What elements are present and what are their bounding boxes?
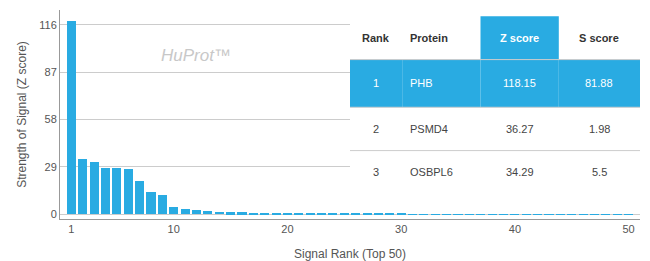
svg-text:Z score: Z score	[500, 32, 539, 44]
svg-text:Protein: Protein	[410, 32, 448, 44]
svg-text:36.27: 36.27	[506, 123, 534, 135]
svg-text:81.88: 81.88	[585, 77, 613, 89]
svg-text:5.5: 5.5	[592, 166, 607, 178]
svg-text:118.15: 118.15	[503, 77, 536, 89]
svg-text:10: 10	[168, 223, 180, 235]
svg-text:Strength of Signal (Z score): Strength of Signal (Z score)	[15, 41, 29, 188]
svg-text:PSMD4: PSMD4	[410, 123, 448, 135]
svg-text:50: 50	[623, 223, 635, 235]
svg-text:34.29: 34.29	[506, 166, 534, 178]
svg-text:1: 1	[373, 77, 379, 89]
svg-text:OSBPL6: OSBPL6	[410, 166, 453, 178]
svg-text:Signal Rank (Top 50): Signal Rank (Top 50)	[294, 247, 406, 261]
svg-text:58: 58	[45, 113, 57, 125]
svg-text:1.98: 1.98	[589, 123, 610, 135]
svg-text:HuProt™: HuProt™	[161, 46, 231, 65]
svg-text:S score: S score	[579, 32, 619, 44]
svg-text:30: 30	[395, 223, 407, 235]
svg-text:Rank: Rank	[362, 32, 390, 44]
svg-text:116: 116	[39, 19, 57, 31]
svg-text:29: 29	[45, 161, 57, 173]
svg-text:PHB: PHB	[410, 77, 433, 89]
svg-text:2: 2	[373, 123, 379, 135]
svg-text:20: 20	[281, 223, 293, 235]
svg-text:87: 87	[45, 66, 57, 78]
svg-text:1: 1	[68, 223, 74, 235]
svg-text:0: 0	[51, 208, 57, 220]
svg-text:40: 40	[509, 223, 521, 235]
svg-text:3: 3	[373, 166, 379, 178]
